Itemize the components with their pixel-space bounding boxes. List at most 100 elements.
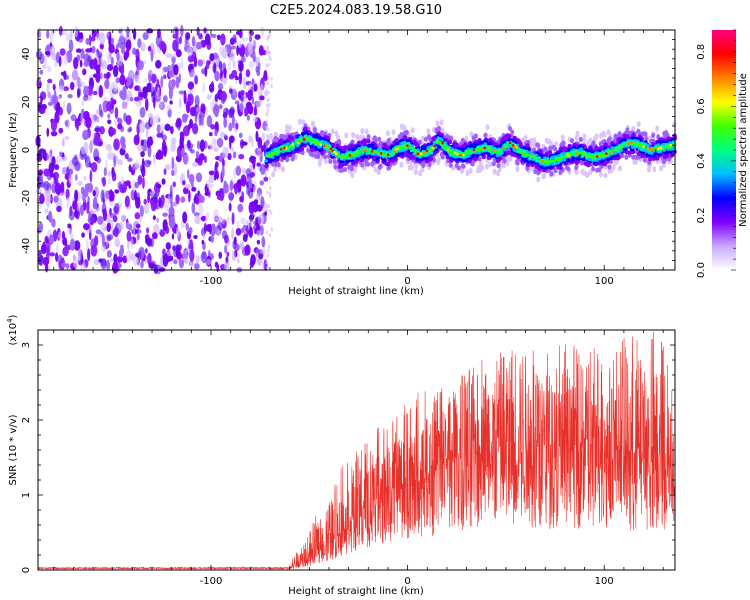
noise-blob [231,212,235,225]
signal-blob [580,169,585,176]
noise-blob [208,249,211,258]
noise-blob [179,36,182,45]
signal-blob [364,161,369,167]
noise-blob [134,190,138,202]
noise-blob [161,178,166,185]
noise-blob [158,102,164,110]
signal-blob [316,154,321,160]
signal-blob [608,159,613,165]
noise-blob [160,194,165,206]
noise-blob [85,116,92,129]
noise-blob [159,230,165,237]
noise-blob [262,132,265,141]
noise-blob [83,175,87,181]
noise-blob [173,64,179,76]
noise-blob [45,189,51,199]
noise-blob [213,209,219,221]
noise-blob [238,28,243,39]
noise-blob [236,258,240,264]
noise-blob [193,234,198,239]
signal-blob [652,166,657,173]
signal-blob [496,163,501,169]
noise-blob [265,119,268,124]
noise-blob [228,202,232,212]
noise-blob [194,214,200,225]
noise-blob [113,118,118,126]
noise-blob [240,93,245,103]
noise-blob [134,85,139,92]
noise-blob [210,223,217,237]
noise-blob [266,81,270,86]
noise-blob [140,139,144,147]
noise-blob [94,125,101,132]
noise-blob [53,175,57,182]
noise-blob [72,57,79,70]
noise-blob [46,245,50,258]
noise-blob [148,112,153,119]
noise-blob [111,166,115,178]
noise-blob [260,196,265,209]
noise-blob [252,159,256,170]
noise-blob [195,255,200,264]
noise-blob [190,63,197,68]
noise-blob [242,233,248,243]
noise-blob [126,230,132,242]
noise-blob [42,149,47,161]
noise-blob [265,204,268,209]
noise-blob [53,195,59,203]
noise-blob [186,240,190,245]
signal-blob [606,129,611,136]
noise-blob [54,164,60,171]
noise-blob [106,222,111,233]
signal-blob [399,123,404,130]
noise-blob [104,78,110,90]
signal-blob [351,132,356,139]
noise-blob [87,195,90,205]
noise-blob [227,184,231,192]
noise-blob [175,76,180,89]
noise-blob [90,113,97,124]
signal-blob [613,133,618,139]
noise-blob [178,73,181,83]
noise-blob [142,176,145,190]
noise-blob [183,90,187,103]
noise-blob [212,64,216,73]
signal-blob [479,164,484,171]
noise-blob [241,37,246,43]
signal-blob [373,166,378,173]
noise-blob [166,255,174,262]
noise-blob [198,203,204,217]
signal-blob [574,165,579,171]
noise-blob [188,173,195,184]
noise-blob [220,90,228,102]
noise-blob [170,142,176,152]
noise-blob [39,81,42,88]
noise-blob [70,114,77,122]
signal-blob [496,170,501,177]
signal-blob [483,132,488,138]
noise-blob [146,252,152,266]
noise-blob [221,218,225,225]
noise-blob [216,228,221,237]
noise-blob [80,112,83,126]
noise-blob [87,248,91,262]
noise-blob [73,240,81,251]
noise-blob [268,233,272,238]
signal-blob [349,165,354,171]
noise-blob [106,51,110,64]
signal-blob [599,132,604,139]
noise-blob [136,192,140,202]
noise-blob [259,180,265,186]
signal-blob [669,153,675,158]
signal-blob [426,128,431,135]
noise-blob [106,100,113,112]
noise-blob [80,147,87,155]
noise-blob [211,137,217,150]
noise-blob [39,69,44,75]
noise-blob [132,47,137,55]
noise-blob [59,48,66,56]
noise-blob [101,72,105,80]
noise-blob [263,176,269,182]
noise-blob [119,74,126,86]
noise-blob [48,234,54,245]
